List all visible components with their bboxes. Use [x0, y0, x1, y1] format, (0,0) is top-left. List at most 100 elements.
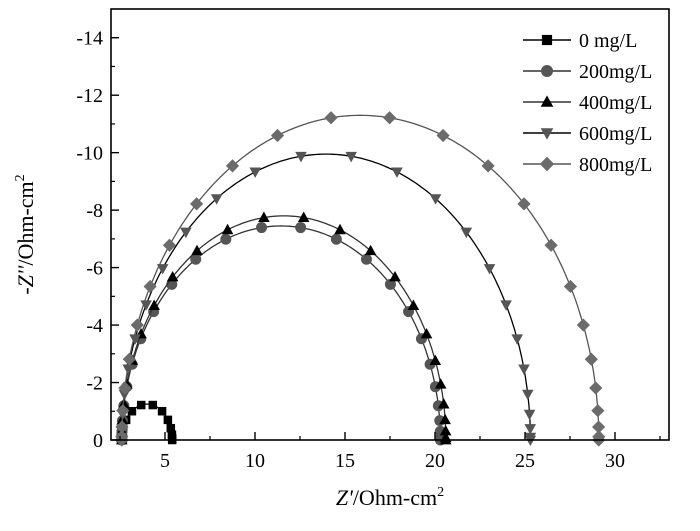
data-point: [330, 233, 342, 245]
data-point: [148, 299, 160, 310]
data-point: [563, 279, 578, 294]
y-tick-label-2: -4: [86, 315, 103, 337]
data-point: [180, 227, 192, 239]
series-line-3: [121, 153, 532, 440]
legend-label: 0 mg/L: [579, 30, 637, 52]
series-3: [116, 151, 537, 447]
data-point: [524, 424, 537, 435]
legend-item-4: 800mg/L: [523, 154, 652, 176]
x-tick-label-20: 20: [425, 450, 445, 472]
x-tick-label-30: 30: [605, 450, 625, 472]
ticks-layer: 5 10 15 20 25 30 0 -2 -4 -6 -8 -10 -12 -14: [76, 28, 661, 472]
x-axis-title-italic: Z': [336, 485, 353, 510]
legend-item-1: 200mg/L: [523, 61, 652, 83]
data-point: [324, 111, 338, 125]
legend-label: 200mg/L: [579, 61, 652, 83]
data-point: [439, 424, 452, 436]
data-point: [256, 222, 268, 234]
data-point: [190, 253, 202, 265]
data-point: [210, 194, 223, 205]
legend-item-0: 0 mg/L: [523, 30, 637, 52]
data-point: [295, 222, 307, 234]
data-point: [140, 300, 152, 311]
data-point: [221, 223, 234, 235]
data-point: [297, 211, 310, 222]
data-point: [157, 406, 167, 416]
data-point: [122, 352, 136, 366]
data-point: [592, 420, 606, 434]
data-point: [258, 211, 270, 222]
legend-marker: [540, 95, 554, 107]
data-point: [225, 159, 240, 173]
y-axis-title-unit: /Ohm-cm: [13, 181, 38, 265]
data-point: [440, 433, 452, 445]
data-point: [483, 264, 496, 275]
legend-label: 800mg/L: [579, 154, 652, 176]
data-point: [591, 404, 605, 418]
data-point: [500, 300, 512, 311]
data-point: [521, 389, 534, 401]
data-point: [220, 233, 232, 245]
y-tick-label-6: -12: [76, 85, 103, 107]
data-point: [481, 159, 495, 173]
y-axis-title-italic: Z'': [13, 265, 38, 287]
y-axis-title-sup: 2: [13, 174, 28, 181]
data-point: [389, 270, 401, 282]
data-point: [439, 413, 451, 425]
data-point: [429, 194, 442, 205]
series-4: [115, 111, 606, 447]
data-point: [517, 197, 531, 211]
legend: 0 mg/L 200mg/L 400mg/L 600mg/L 800mg/L: [523, 30, 652, 176]
data-point: [122, 364, 134, 375]
data-point: [384, 278, 396, 290]
x-axis-title: Z'/Ohm-cm2: [336, 485, 444, 510]
data-point: [163, 415, 173, 425]
data-point: [584, 352, 598, 366]
data-point: [576, 318, 590, 332]
data-point: [437, 398, 450, 409]
data-point: [364, 244, 377, 256]
y-tick-label-4: -8: [86, 200, 103, 222]
x-tick-label-5: 5: [160, 450, 170, 472]
x-axis-title-sup: 2: [437, 485, 444, 500]
legend-marker: [540, 128, 554, 140]
data-point: [115, 420, 129, 434]
data-point: [166, 270, 179, 282]
x-tick-label-10: 10: [245, 450, 265, 472]
y-axis-title: -Z''/Ohm-cm2: [13, 174, 38, 294]
legend-marker: [541, 34, 553, 46]
series-layer: [115, 111, 606, 447]
data-point: [249, 167, 261, 178]
data-point: [518, 364, 530, 375]
data-point: [189, 197, 204, 211]
data-point: [127, 406, 137, 416]
data-point: [429, 354, 442, 366]
data-point: [118, 381, 132, 395]
data-point: [334, 223, 346, 235]
y-tick-label-0: 0: [93, 430, 103, 452]
series-line-1: [121, 225, 442, 440]
series-line-4: [121, 114, 600, 440]
legend-label: 600mg/L: [579, 123, 652, 145]
y-tick-label-3: -6: [86, 258, 103, 280]
data-point: [130, 318, 144, 332]
data-point: [589, 381, 603, 395]
legend-item-3: 600mg/L: [523, 123, 652, 145]
data-point: [162, 238, 177, 252]
data-point: [511, 334, 523, 345]
data-point: [191, 244, 203, 256]
x-tick-label-15: 15: [335, 450, 355, 472]
data-point: [156, 264, 169, 275]
data-point: [436, 128, 450, 143]
data-point: [270, 128, 285, 143]
data-point: [524, 435, 537, 447]
legend-label: 400mg/L: [579, 92, 652, 114]
legend-marker: [539, 156, 555, 172]
data-point: [166, 423, 176, 433]
y-tick-label-5: -10: [76, 143, 103, 165]
data-point: [434, 378, 447, 389]
legend-marker: [541, 65, 553, 77]
data-point: [382, 111, 397, 125]
series-line-2: [121, 215, 447, 440]
legend-item-2: 400mg/L: [523, 92, 652, 114]
